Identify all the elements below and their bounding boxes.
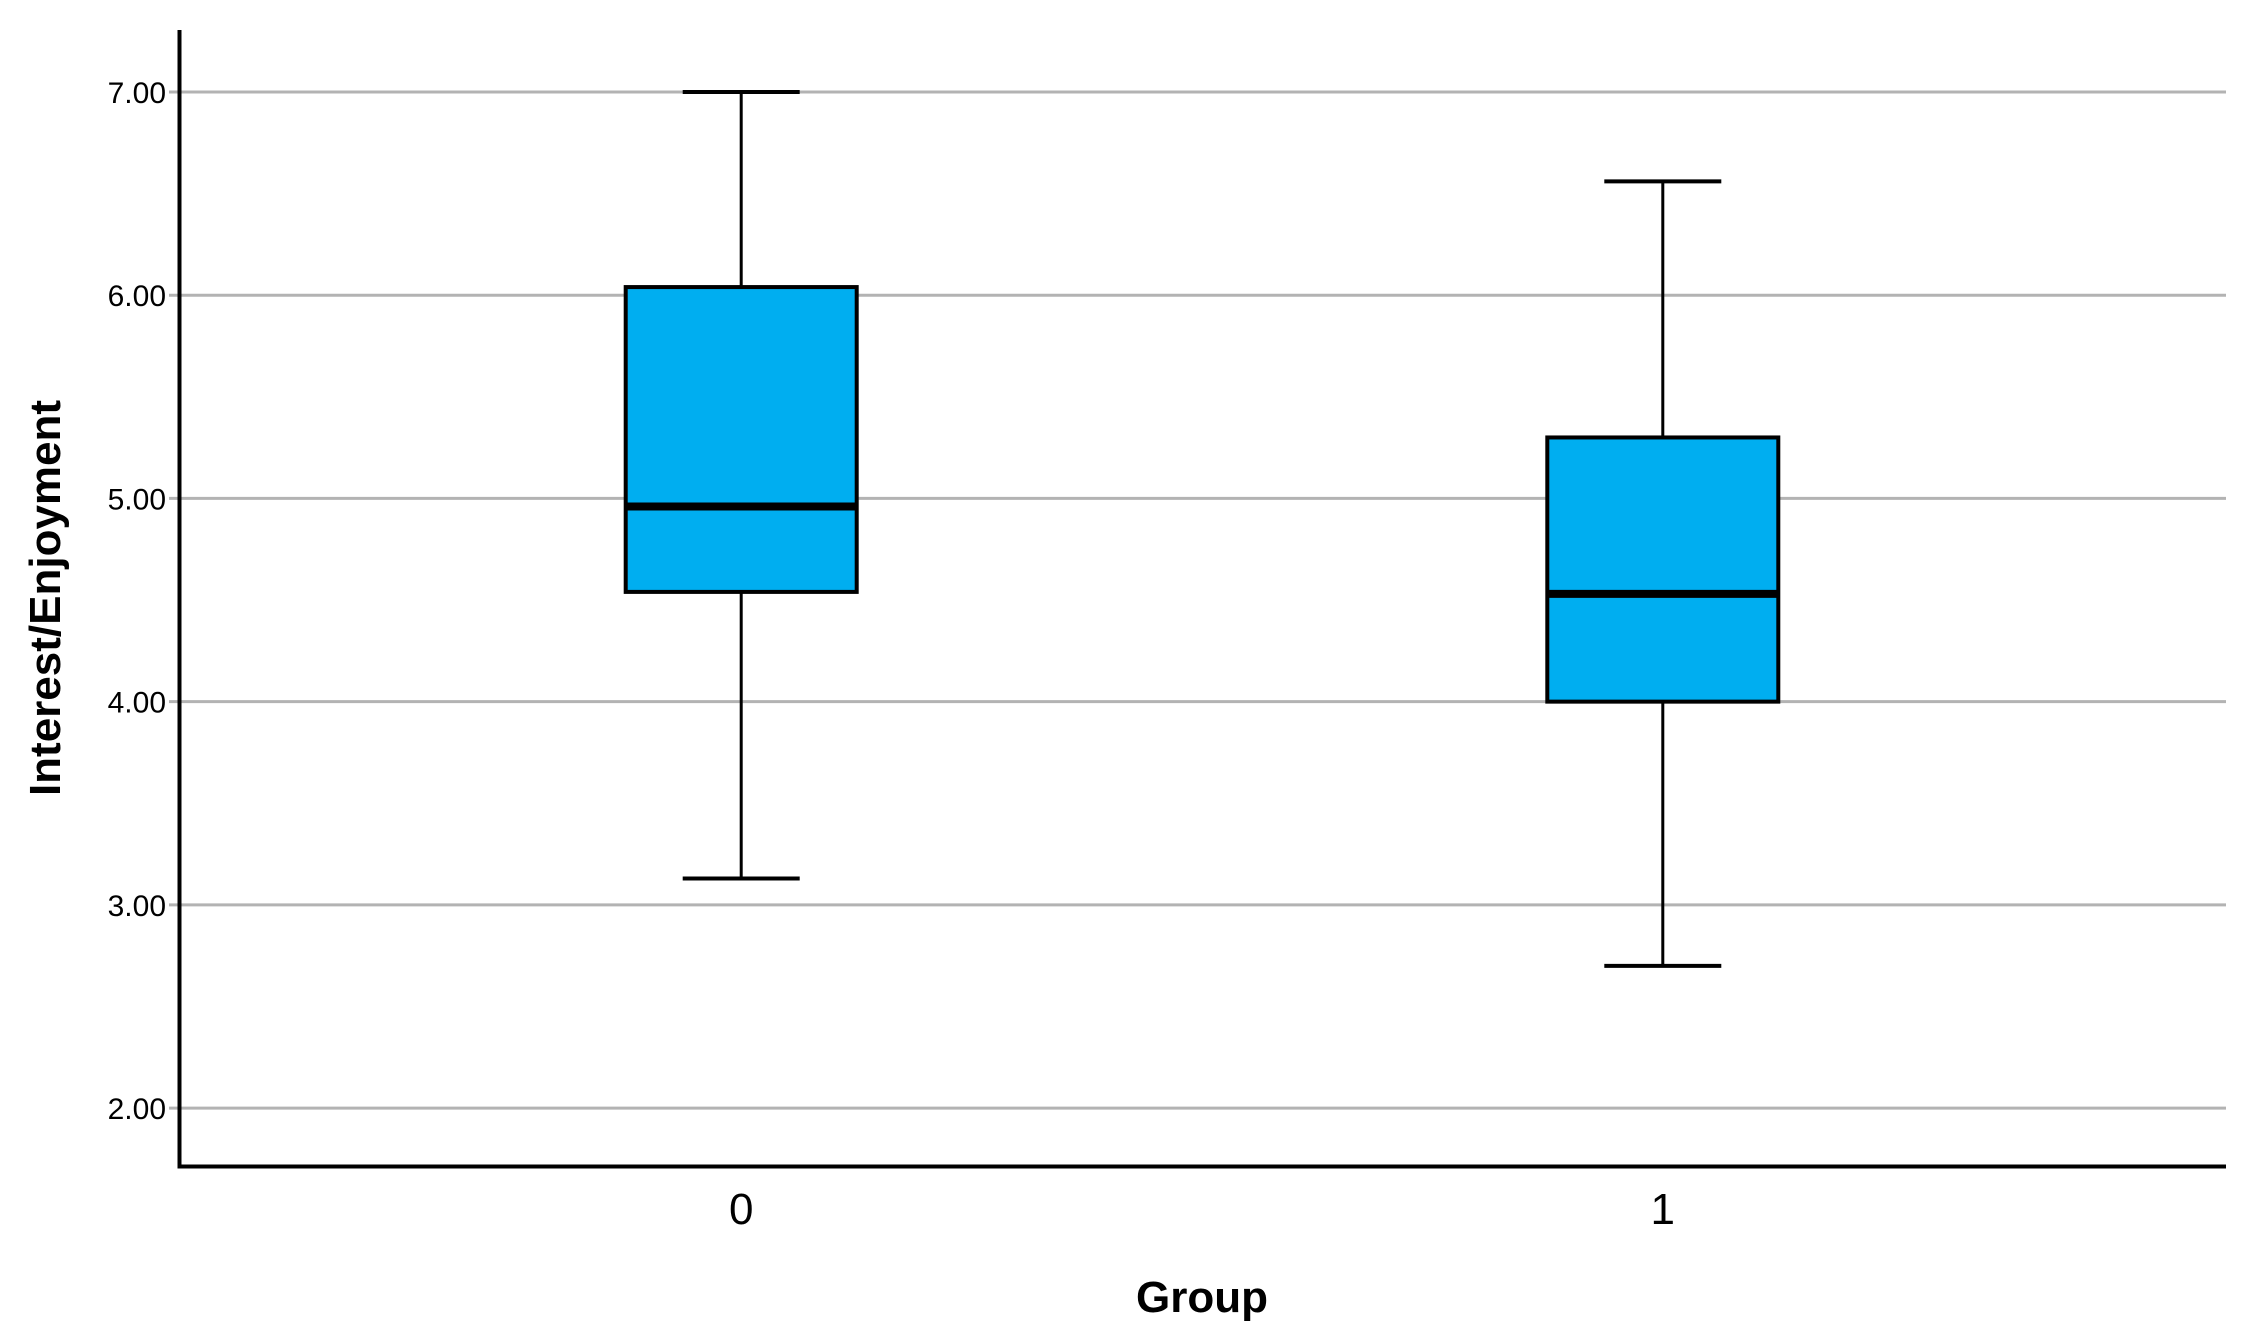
y-tick-label-2.00: 2.00 (108, 1093, 166, 1126)
box-1-rect (1545, 435, 1781, 704)
y-axis-title: Interest/Enjoyment (21, 400, 70, 796)
box-group-1 (1545, 179, 1781, 968)
x-axis-title: Group (1136, 1273, 1268, 1322)
y-tick-label-6.00: 6.00 (108, 280, 166, 313)
box-0-rect (623, 285, 859, 594)
box-group-0 (623, 89, 859, 881)
y-tick-label-7.00: 7.00 (108, 77, 166, 110)
y-tick-label-5.00: 5.00 (108, 483, 166, 516)
x-category-label-0: 0 (729, 1185, 753, 1234)
axes-group (177, 30, 2226, 1169)
labels-group: 7.00 6.00 5.00 4.00 3.00 2.00 0 1 (108, 77, 1675, 1234)
gridlines-group (169, 90, 2226, 1110)
y-tick-label-4.00: 4.00 (108, 687, 166, 720)
x-category-label-1: 1 (1651, 1185, 1675, 1234)
boxes-group (623, 89, 1781, 968)
y-tick-label-3.00: 3.00 (108, 890, 166, 923)
